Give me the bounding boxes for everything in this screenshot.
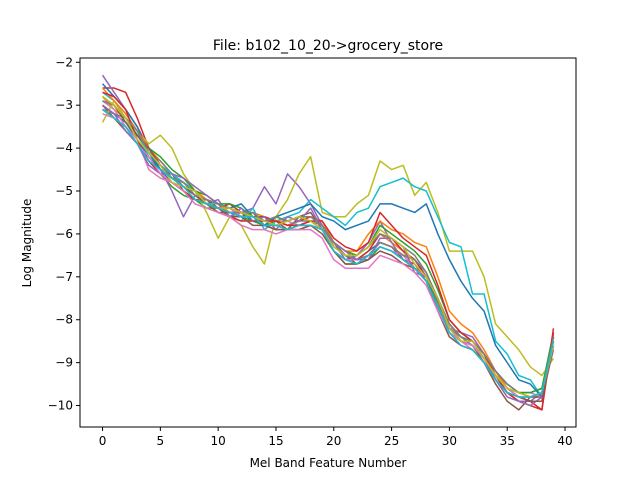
series-line-17 [102,113,555,398]
x-tick-label: 35 [500,434,515,448]
series-line-20 [102,108,555,398]
y-tick-label: −10 [48,399,73,413]
y-tick-label: −6 [55,227,73,241]
y-tick-label: −5 [55,184,73,198]
y-ticks: −10 −9 −8 −7 −6 −5 −4 −3 −2 [48,55,80,413]
x-tick-label: 25 [384,434,399,448]
y-tick-label: −4 [55,141,73,155]
x-tick-label: 0 [99,434,107,448]
x-axis-label: Mel Band Feature Number [250,456,407,470]
x-tick-label: 30 [442,434,457,448]
y-tick-label: −9 [55,356,73,370]
x-tick-label: 15 [268,434,283,448]
x-tick-label: 10 [211,434,226,448]
series-line-19 [102,96,555,398]
chart-title: File: b102_10_20->grocery_store [213,38,443,54]
x-tick-label: 20 [326,434,341,448]
series-layer [101,74,555,411]
y-tick-label: −2 [55,55,73,69]
y-tick-label: −7 [55,270,73,284]
x-tick-label: 40 [557,434,572,448]
y-tick-label: −3 [55,98,73,112]
series-line-9 [101,100,555,377]
series-line-18 [102,100,555,398]
x-ticks: 0 5 10 15 20 25 30 35 40 [99,427,573,448]
series-line-10 [102,91,555,398]
x-tick-label: 5 [157,434,165,448]
y-axis-label: Log Magnitude [20,199,34,288]
axes-frame [79,57,577,428]
y-tick-label: −8 [55,313,73,327]
